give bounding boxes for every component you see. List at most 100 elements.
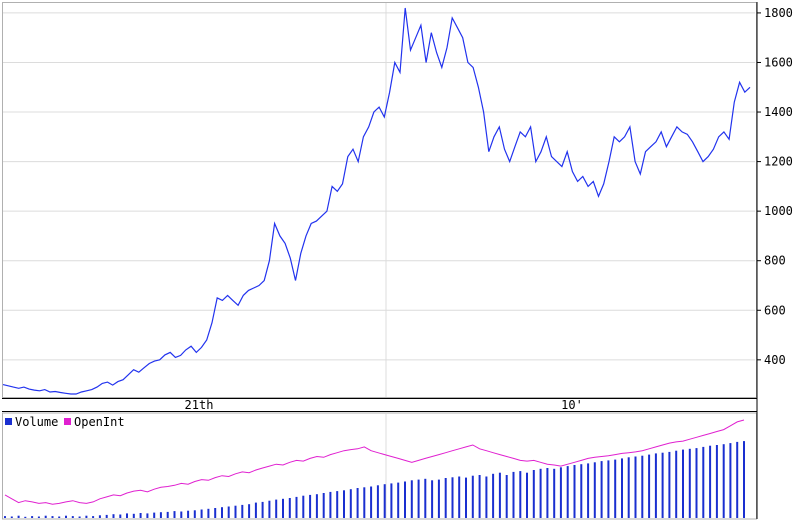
volume-bar: [736, 441, 739, 518]
volume-bar: [546, 468, 549, 518]
volume-bar: [343, 490, 345, 518]
volume-bar: [24, 516, 27, 518]
volume-bar: [553, 468, 556, 518]
volume-bar: [302, 495, 305, 518]
volume-bar: [722, 444, 725, 518]
volume-bar: [729, 443, 732, 518]
legend-swatch-volume: [5, 418, 12, 425]
volume-bar: [78, 516, 81, 518]
volume-bar: [37, 516, 40, 518]
volume-bar: [641, 455, 644, 518]
volume-bar: [451, 477, 454, 518]
volume-panel: Volume OpenInt: [2, 412, 757, 520]
volume-bar: [376, 485, 379, 518]
price-tick-label: 1000: [764, 204, 793, 218]
volume-bar: [159, 512, 162, 518]
volume-bar: [105, 514, 108, 518]
volume-bar: [187, 510, 190, 518]
volume-bar: [458, 476, 461, 518]
price-tick-label: 1400: [764, 105, 793, 119]
volume-bar: [471, 475, 474, 518]
volume-bar: [4, 516, 6, 518]
legend-label-volume: Volume: [15, 415, 58, 429]
volume-bar: [478, 475, 481, 518]
price-line: [2, 7, 751, 395]
volume-bar: [702, 446, 705, 518]
volume-bar: [71, 516, 74, 518]
volume-bar: [92, 516, 95, 518]
volume-bar: [166, 511, 169, 518]
volume-bar: [410, 480, 413, 518]
volume-bar: [227, 506, 230, 518]
price-tick-label: 600: [764, 303, 786, 317]
volume-bar: [58, 516, 61, 518]
volume-bar: [743, 441, 745, 518]
price-tick-label: 1200: [764, 155, 793, 169]
volume-bar: [356, 488, 359, 518]
volume-bar: [51, 516, 54, 518]
volume-bar: [119, 514, 122, 518]
volume-bar: [214, 508, 217, 518]
volume-bars: [4, 441, 745, 518]
volume-bar: [539, 468, 542, 518]
time-axis: 21th 10': [0, 398, 804, 412]
volume-bar: [98, 515, 101, 518]
volume-bar: [275, 499, 278, 518]
volume-bar: [661, 452, 664, 518]
volume-bar: [309, 494, 312, 518]
volume-bar: [593, 462, 596, 518]
volume-bar: [132, 513, 135, 518]
volume-bar: [336, 491, 339, 518]
volume-bar: [715, 445, 718, 518]
volume-bar: [614, 459, 617, 518]
volume-bar: [600, 461, 603, 518]
volume-bar: [505, 475, 508, 518]
volume-bar: [417, 479, 420, 518]
volume-bar: [675, 450, 678, 518]
volume-bar: [254, 502, 257, 518]
volume-bar: [397, 482, 400, 518]
volume-bar: [221, 507, 223, 518]
volume-bar: [268, 500, 271, 518]
volume-bar: [241, 504, 244, 518]
volume-legend: Volume OpenInt: [5, 415, 125, 429]
volume-bar: [349, 489, 352, 518]
volume-bar: [634, 456, 637, 518]
volume-bar: [431, 480, 434, 518]
volume-bar: [261, 501, 264, 518]
volume-bar: [10, 516, 13, 518]
volume-bar: [566, 466, 569, 518]
volume-bar: [248, 504, 251, 518]
volume-bar: [44, 515, 47, 518]
volume-bar: [315, 494, 318, 518]
volume-bar: [390, 483, 393, 518]
volume-bar: [627, 457, 630, 518]
price-gridlines: [3, 3, 755, 397]
volume-bar: [153, 512, 156, 518]
volume-bar: [648, 454, 651, 518]
volume-bar: [146, 513, 149, 518]
volume-bar: [295, 496, 298, 518]
volume-bar: [404, 481, 406, 518]
price-tick-label: 1800: [764, 6, 793, 20]
volume-bar: [193, 510, 196, 518]
volume-bar: [329, 491, 332, 518]
volume-bar: [444, 478, 447, 518]
volume-bar: [322, 493, 325, 518]
volume-bar: [654, 453, 657, 518]
volume-bar: [621, 458, 623, 518]
volume-bar: [288, 498, 291, 518]
volume-bar: [682, 449, 684, 518]
price-tick-label: 800: [764, 254, 786, 268]
volume-bar: [65, 515, 67, 518]
price-y-axis: 400 600 800 1000 1200 1400 1600 1800: [757, 6, 793, 367]
volume-bar: [607, 460, 610, 518]
volume-bar: [580, 464, 583, 518]
volume-bar: [424, 478, 427, 518]
price-tick-label: 1600: [764, 55, 793, 69]
volume-bar: [437, 479, 440, 518]
volume-bar: [695, 448, 698, 518]
volume-bar: [492, 473, 495, 518]
